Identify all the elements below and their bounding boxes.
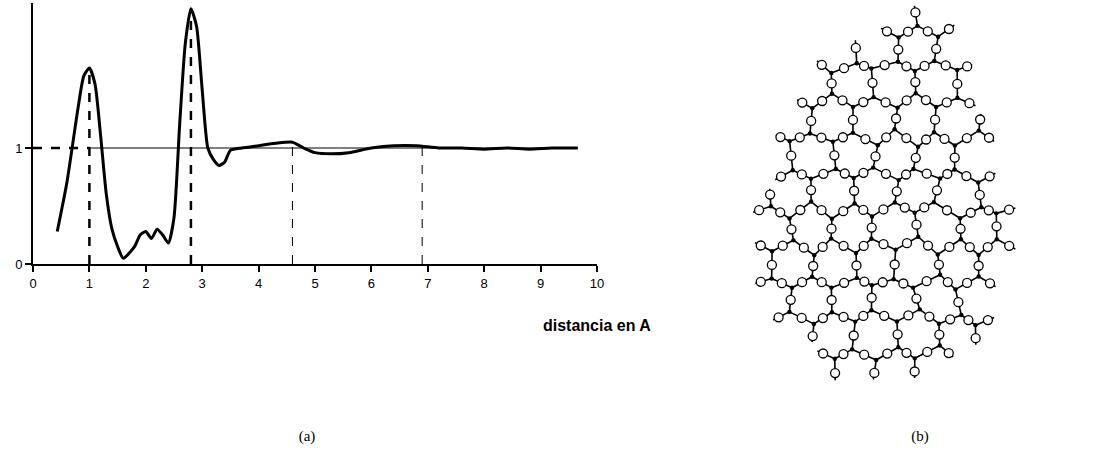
svg-text:9: 9 bbox=[537, 276, 544, 291]
html-text:(b): (b) bbox=[911, 428, 929, 444]
svg-text:4: 4 bbox=[255, 276, 262, 291]
svg-text:6: 6 bbox=[368, 276, 375, 291]
html-text:(a): (a) bbox=[298, 428, 316, 444]
svg-text:distancia en A: distancia en A bbox=[543, 317, 651, 334]
svg-text:1: 1 bbox=[86, 276, 93, 291]
svg-text:7: 7 bbox=[424, 276, 431, 291]
svg-text:1: 1 bbox=[15, 141, 22, 156]
svg-text:2: 2 bbox=[142, 276, 149, 291]
svg-text:0: 0 bbox=[15, 257, 22, 272]
svg-text:8: 8 bbox=[481, 276, 488, 291]
svg-text:5: 5 bbox=[311, 276, 318, 291]
svg-text:10: 10 bbox=[590, 276, 604, 291]
svg-text:3: 3 bbox=[199, 276, 206, 291]
svg-text:0: 0 bbox=[29, 276, 36, 291]
